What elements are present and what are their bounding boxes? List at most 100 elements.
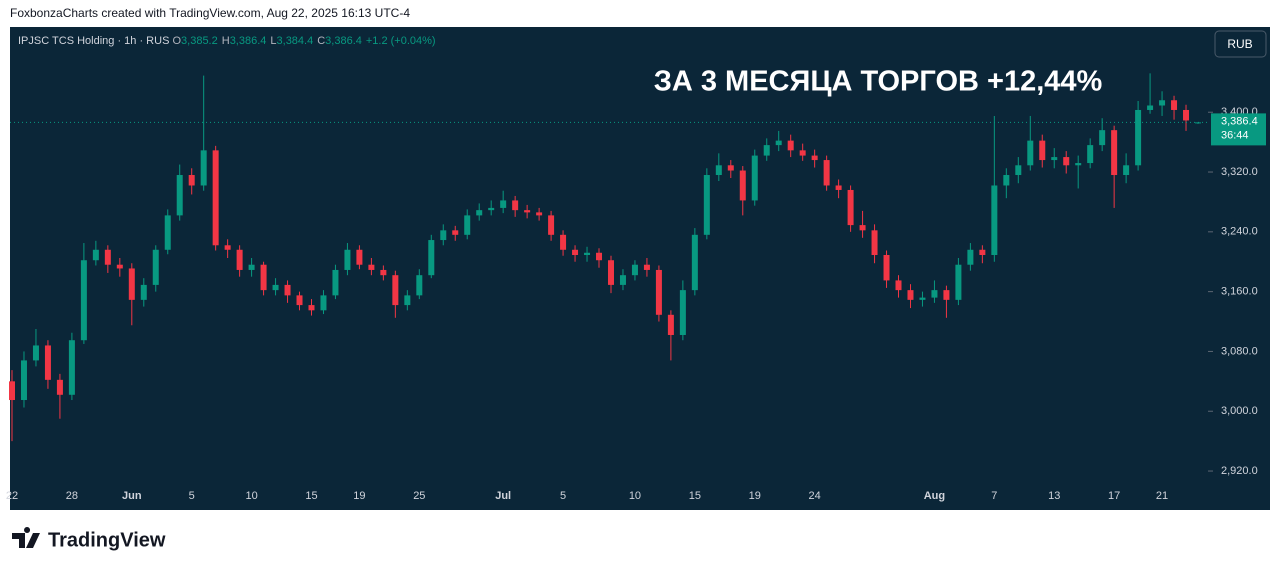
ohlc-value: 3,385.2 (181, 35, 218, 47)
candle-body (584, 252, 591, 255)
candle-body (631, 264, 638, 276)
candle-body (967, 249, 974, 265)
candle-body (1075, 163, 1082, 166)
ohlc-key: C (317, 35, 326, 47)
candle-body (380, 269, 387, 276)
x-tick-label: 10 (245, 490, 257, 502)
x-tick-label: 17 (1108, 490, 1120, 502)
candle-body (524, 210, 531, 213)
candle-body (164, 215, 171, 250)
y-tick-label: 3,320.0 (1221, 166, 1258, 178)
candle-body (1111, 130, 1118, 176)
candle-body (1171, 100, 1178, 110)
ohlc-key: O (172, 35, 182, 47)
candle-body (871, 230, 878, 255)
candle-body (1063, 157, 1070, 166)
candle-body (248, 264, 255, 270)
candle-body (1159, 100, 1166, 106)
candle-body (835, 185, 842, 190)
candle-body (44, 345, 51, 380)
candle-body (512, 200, 519, 211)
candle-body (152, 249, 159, 285)
candle-body (176, 175, 183, 216)
currency: RUB (1227, 37, 1252, 51)
candle-body (739, 170, 746, 201)
y-tick-label: 2,920.0 (1221, 465, 1258, 477)
candle-body (488, 207, 495, 211)
candle-body (596, 252, 603, 261)
x-tick-label: 22 (6, 490, 18, 502)
chart-panel (10, 27, 1270, 510)
credit: FoxbonzaCharts created with TradingView.… (10, 6, 410, 20)
candle-body (332, 269, 339, 296)
candle-body (32, 345, 39, 361)
candle-body (943, 290, 950, 300)
candle-body (452, 230, 459, 235)
candle-body (560, 234, 567, 250)
brand: TradingView (48, 529, 166, 551)
candle-body (1183, 109, 1190, 121)
candle-body (92, 249, 99, 261)
candle-body (955, 264, 962, 300)
last-price-tag (1211, 113, 1266, 146)
candle-body (9, 381, 15, 401)
candle-body (104, 249, 111, 265)
candle-body (763, 145, 770, 156)
x-tick-label: 15 (689, 490, 701, 502)
candle-body (68, 340, 75, 395)
candle-body (1039, 140, 1046, 161)
rub-button[interactable]: RUB (1214, 30, 1267, 58)
candle-body (751, 155, 758, 201)
candle-body (428, 240, 435, 276)
y-tick-label: 3,160.0 (1221, 286, 1258, 298)
y-tick-label: 3,000.0 (1221, 405, 1258, 417)
legend: IPJSC TCS Holding · 1h · RUS O3,385.2 H 3,… (18, 35, 440, 47)
x-tick-label: Jun (122, 490, 142, 502)
candle-body (1087, 145, 1094, 164)
candle-body (643, 264, 650, 270)
symbol-title: IPJSC TCS Holding · 1h · RUS (18, 35, 170, 47)
candle-body (895, 280, 902, 291)
candle-body (931, 290, 938, 298)
change: +1.2 (+0.04%) (365, 35, 436, 47)
countdown: 36:44 (1221, 129, 1249, 141)
candle-body (703, 175, 710, 235)
candle-body (1051, 157, 1058, 161)
candle-body (356, 249, 363, 265)
candle-body (392, 275, 399, 306)
x-tick-label: 15 (305, 490, 317, 502)
x-tick-label: 24 (809, 490, 821, 502)
candle-body (1147, 105, 1154, 110)
candle-body (296, 295, 303, 306)
last-price-label: 3,386.4 (1221, 115, 1258, 127)
candle-body (188, 175, 195, 186)
candle-body (667, 314, 674, 335)
ohlc-value: 3,384.4 (276, 35, 314, 47)
candle-body (1123, 165, 1130, 176)
candle-body (308, 305, 315, 311)
candle-body (727, 165, 734, 171)
candle-body (907, 290, 914, 300)
candle-body (847, 189, 854, 226)
candle-body (20, 360, 27, 401)
candle-body (404, 295, 411, 306)
x-tick-label: 13 (1048, 490, 1060, 502)
candle-body (1135, 109, 1142, 166)
candle-body (224, 245, 231, 250)
x-tick-label: Aug (924, 490, 945, 502)
candle-body (212, 150, 219, 246)
ohlc-key: H (221, 35, 230, 47)
candle-body (655, 269, 662, 315)
candle-body (619, 275, 626, 285)
x-tick-label: 19 (353, 490, 365, 502)
candle-body (1027, 140, 1034, 166)
candle-body (56, 379, 63, 395)
candle-body (859, 225, 866, 231)
candle-body (536, 212, 543, 216)
candle-body (979, 249, 986, 255)
y-tick-label: 3,080.0 (1221, 345, 1258, 357)
x-tick-label: Jul (495, 490, 511, 502)
candle-body (679, 290, 686, 335)
candle-body (476, 210, 483, 216)
